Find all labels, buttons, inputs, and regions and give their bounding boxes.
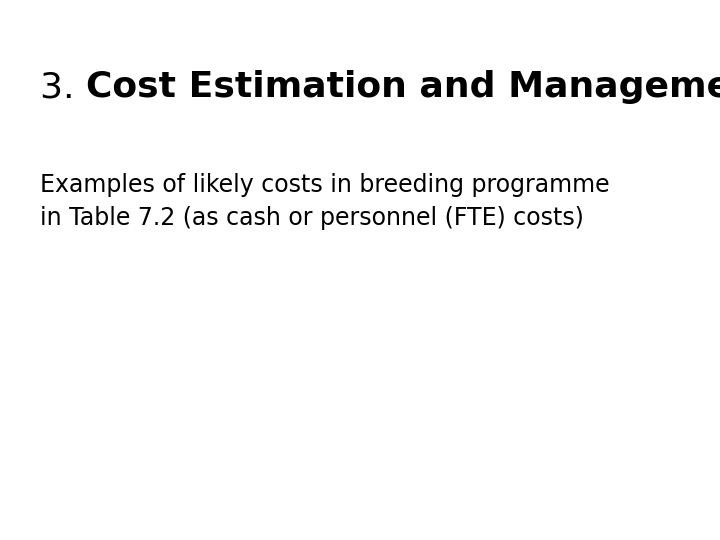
Text: Cost Estimation and Management: Cost Estimation and Management bbox=[86, 70, 720, 104]
Text: 3.: 3. bbox=[40, 70, 86, 104]
Text: Examples of likely costs in breeding programme
in Table 7.2 (as cash or personne: Examples of likely costs in breeding pro… bbox=[40, 173, 609, 230]
